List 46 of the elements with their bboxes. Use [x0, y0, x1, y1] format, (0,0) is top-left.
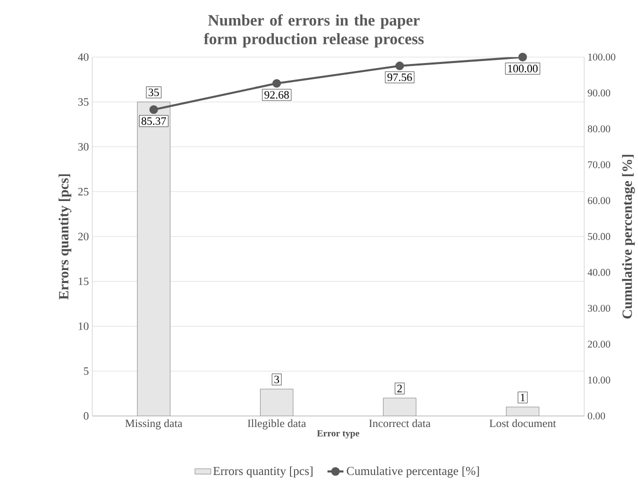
x-axis-title: Error type	[317, 430, 360, 438]
x-tick-label: Illegible data	[248, 419, 306, 430]
y2-tick-label: 90.00	[588, 89, 610, 96]
y-tick-label: 0	[84, 412, 89, 420]
y-tick-label: 20	[78, 232, 89, 240]
bar	[260, 388, 294, 416]
point	[149, 105, 158, 114]
y2-axis-title: Cumulative percentage [%]	[622, 154, 635, 318]
y2-tick-label: 40.00	[588, 268, 610, 276]
point	[272, 78, 281, 88]
legend-label: Cumulative percentage [%]	[346, 466, 479, 478]
data-label: 85.37	[142, 117, 166, 125]
y-tick-label: 5	[84, 367, 89, 375]
y2-tick-label: 10.00	[588, 376, 610, 384]
legend-label: Errors quantity [pcs]	[213, 466, 312, 478]
data-label: 35	[148, 88, 159, 96]
y2-tick-label: 50.00	[588, 232, 610, 240]
y-tick-label: 30	[78, 142, 89, 150]
y-tick-label: 10	[78, 322, 89, 330]
data-label: 100.00	[508, 64, 538, 72]
y-tick-label: 15	[78, 277, 89, 285]
bar	[137, 102, 170, 416]
y-tick-label: 40	[78, 53, 89, 61]
bar	[506, 406, 540, 416]
y-tick-label: 35	[78, 98, 89, 106]
data-label: 1	[520, 394, 525, 401]
y2-tick-label: 30.00	[588, 304, 610, 312]
y2-tick-label: 80.00	[588, 125, 610, 132]
y-tick-label: 25	[78, 188, 89, 196]
data-label: 97.56	[387, 73, 412, 81]
y2-tick-label: 70.00	[588, 161, 610, 168]
bar	[383, 398, 416, 416]
chart-title: Number of errors in the paper form production release process	[204, 14, 424, 48]
data-label: 92.68	[264, 90, 289, 98]
y-axis-title: Errors quantity [pcs]	[58, 174, 72, 300]
data-label: 2	[397, 384, 402, 392]
y2-tick-label: 0.00	[588, 412, 606, 420]
point	[395, 61, 404, 70]
y2-tick-label: 20.00	[588, 340, 610, 348]
y2-tick-label: 100.00	[588, 53, 616, 60]
x-tick-label: Lost document	[490, 419, 556, 427]
x-tick-label: Missing data	[125, 419, 182, 430]
data-label: 3	[274, 376, 280, 384]
y2-tick-label: 60.00	[588, 196, 610, 204]
x-tick-label: Incorrect data	[369, 419, 430, 427]
point	[518, 52, 527, 62]
